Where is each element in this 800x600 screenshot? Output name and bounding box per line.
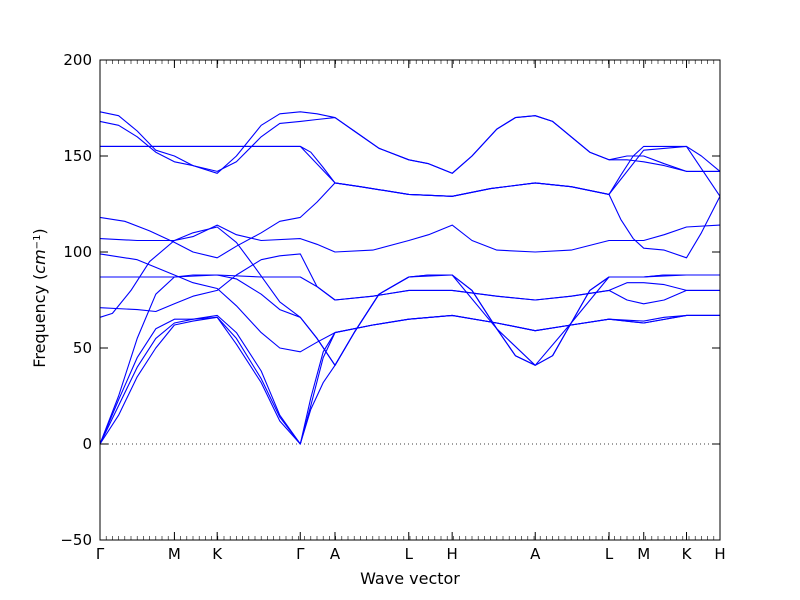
phonon-branch-12 xyxy=(99,314,720,445)
y-axis: −50 0 50 100 150 200 xyxy=(60,51,720,549)
x-tick-label: A xyxy=(330,545,341,563)
phonon-branch-9 xyxy=(99,253,720,313)
y-tick-label: 200 xyxy=(63,51,92,69)
y-tick-label: 150 xyxy=(63,147,92,165)
x-tick-label: K xyxy=(682,545,693,563)
x-axis-label: Wave vector xyxy=(360,569,460,588)
phonon-branch-2 xyxy=(99,115,720,174)
x-tick-label: Γ xyxy=(296,545,305,563)
phonon-branch-13 xyxy=(99,274,720,445)
x-tick-label: L xyxy=(405,545,414,563)
y-tick-label: 100 xyxy=(63,243,92,261)
y-tick-label: −50 xyxy=(60,531,92,549)
x-tick-label: L xyxy=(605,545,614,563)
x-tick-label: K xyxy=(212,545,223,563)
plot-frame xyxy=(99,59,721,541)
y-axis-label-text: Frequency ( xyxy=(30,274,49,368)
x-tick-label: A xyxy=(530,545,541,563)
x-tick-label: Γ xyxy=(96,545,105,563)
phonon-branch-1 xyxy=(99,111,720,174)
x-tick-label: H xyxy=(447,545,458,563)
plot-area xyxy=(99,111,721,445)
y-axis-label-exponent: −1 xyxy=(32,235,43,250)
phonon-branch-14 xyxy=(99,314,720,445)
phonon-branch-7 xyxy=(99,253,720,353)
y-tick-label: 0 xyxy=(82,435,92,453)
x-tick-label: M xyxy=(637,545,650,563)
x-tick-label: M xyxy=(168,545,181,563)
phonon-branch-5 xyxy=(99,182,721,259)
y-axis-label: Frequency (cm−1) xyxy=(30,228,49,367)
y-axis-label-close: ) xyxy=(30,228,49,234)
phonon-branch-4 xyxy=(100,145,721,197)
y-tick-label: 50 xyxy=(73,339,92,357)
y-axis-label-unit: cm xyxy=(30,249,49,273)
x-tick-label: H xyxy=(714,545,725,563)
